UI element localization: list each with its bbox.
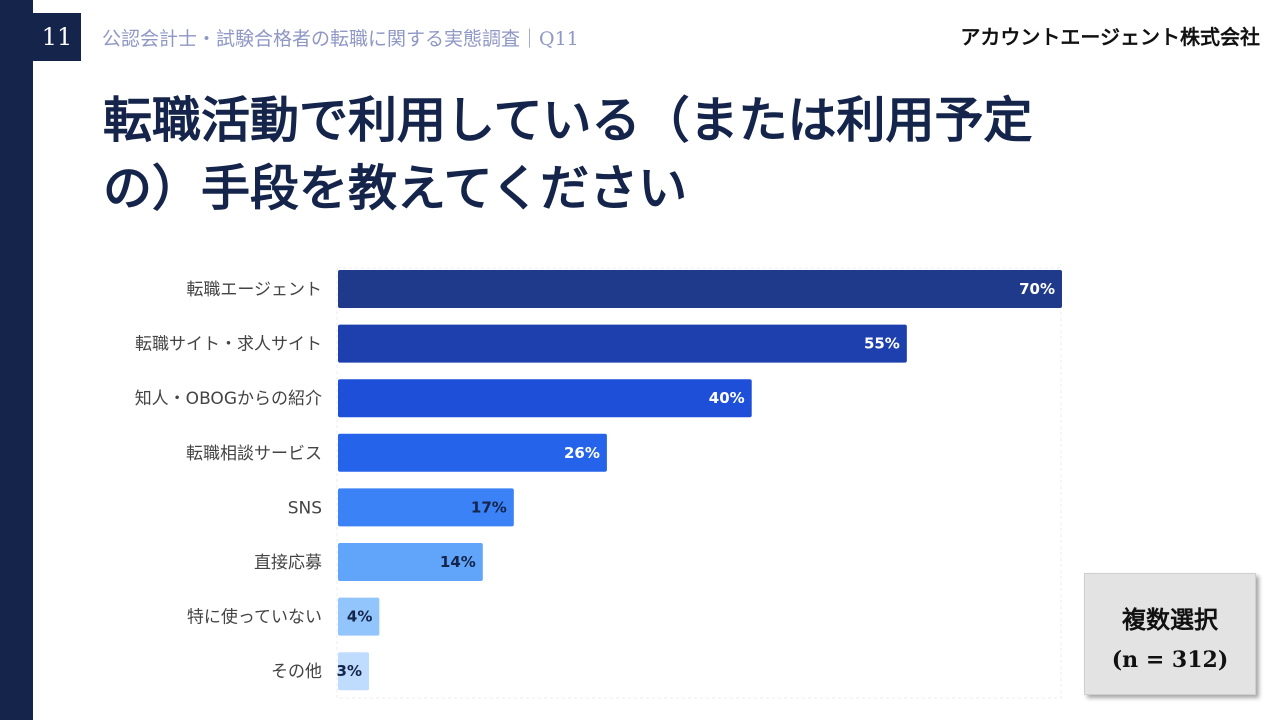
bar-6 <box>338 543 483 581</box>
bar-1 <box>338 270 1062 308</box>
value-label-4: 26% <box>564 444 600 462</box>
category-label-1: 転職エージェント <box>186 280 322 300</box>
bar-7 <box>338 597 380 636</box>
chart-bars: 転職エージェント 70% 転職サイト・求人サイト 55% 知人・OBOGからの紹介 40%… <box>135 270 1062 691</box>
category-label-2: 転職サイト・求人サイト <box>135 335 322 355</box>
value-label-8: 3% <box>337 662 362 680</box>
category-label-8: その他 <box>271 662 322 682</box>
page-number: 11 <box>33 13 81 61</box>
note-box: 複数選択 (n = 312) <box>1084 573 1256 695</box>
category-label-3: 知人・OBOGからの紹介 <box>135 389 322 409</box>
side-bar <box>0 0 33 720</box>
value-label-7: 4% <box>347 608 372 626</box>
bar-5 <box>338 488 514 527</box>
bar-2 <box>338 324 907 363</box>
page-title: 転職活動で利用している（または利用予定 の）手段を教えてください <box>103 86 1183 222</box>
bar-8 <box>338 652 370 691</box>
header-title: 公認会計士・試験合格者の転職に関する実態調査｜Q11 <box>102 28 579 50</box>
value-label-1: 70% <box>1019 280 1055 298</box>
value-label-3: 40% <box>709 389 745 407</box>
chart-frame <box>336 267 1062 699</box>
page-title-line-1: 転職活動で利用している（または利用予定 <box>103 91 1033 149</box>
category-label-5: SNS <box>288 498 322 518</box>
value-label-2: 55% <box>864 335 900 353</box>
value-label-5: 17% <box>471 498 507 516</box>
bar-4 <box>338 433 607 472</box>
bar-3 <box>338 379 752 418</box>
category-label-7: 特に使っていない <box>187 607 322 628</box>
company-name: アカウントエージェント株式会社 <box>960 25 1260 49</box>
note-multiple-choice: 複数選択 <box>1122 605 1218 634</box>
value-label-6: 14% <box>440 553 476 571</box>
note-sample-size: (n = 312) <box>1111 647 1229 673</box>
category-label-6: 直接応募 <box>254 553 322 573</box>
page-title-line-2: の）手段を教えてください <box>103 159 688 217</box>
category-label-4: 転職相談サービス <box>186 444 322 464</box>
